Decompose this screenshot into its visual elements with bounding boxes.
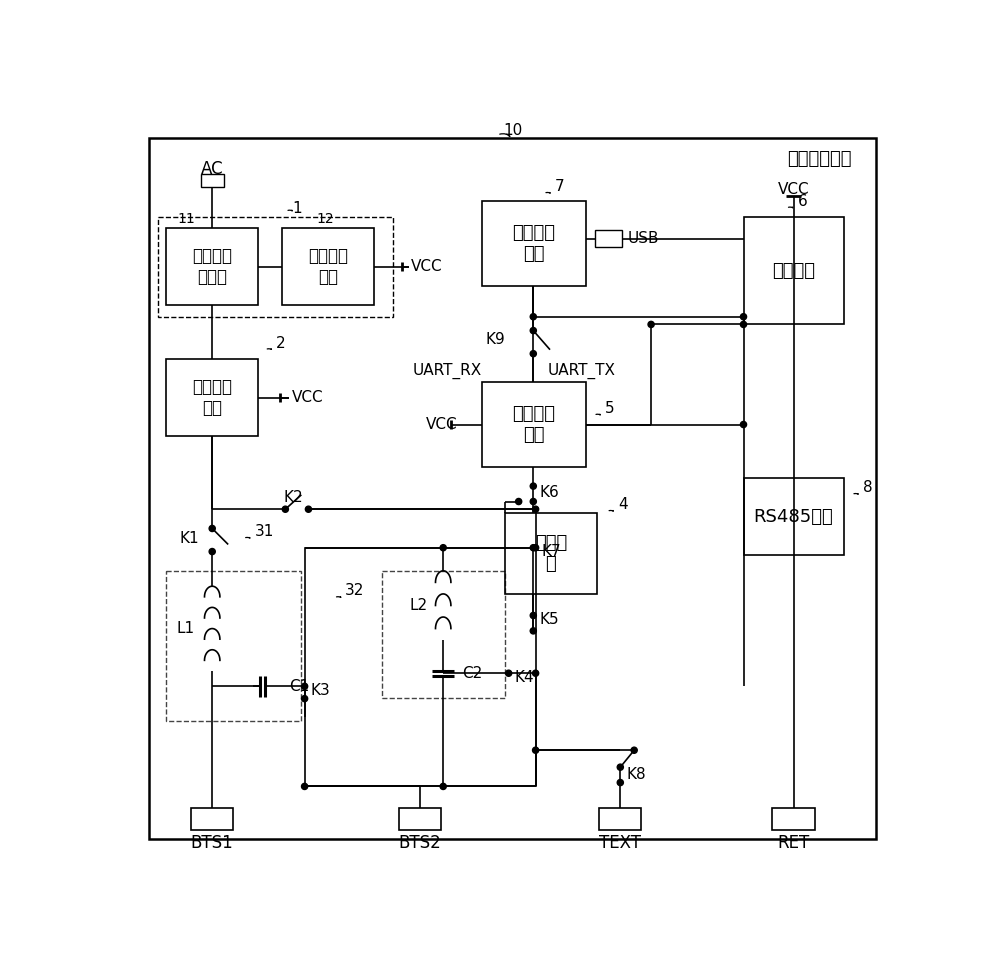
Circle shape: [530, 314, 536, 319]
Text: 控制模块: 控制模块: [772, 261, 815, 280]
Circle shape: [302, 684, 308, 689]
Text: K7: K7: [542, 544, 561, 559]
Text: RET: RET: [777, 834, 810, 853]
Circle shape: [305, 506, 312, 513]
Text: USB: USB: [628, 231, 660, 247]
Text: C1: C1: [289, 679, 309, 694]
Circle shape: [533, 747, 539, 753]
Circle shape: [740, 314, 747, 319]
Text: 10: 10: [503, 123, 522, 138]
Text: 直流转换
单元: 直流转换 单元: [308, 248, 348, 286]
Text: RS485模块: RS485模块: [754, 508, 833, 526]
Text: 32: 32: [345, 584, 364, 598]
Text: 接口转换
模块: 接口转换 模块: [512, 224, 555, 263]
Bar: [282, 228, 374, 305]
Text: L2: L2: [409, 598, 428, 613]
Bar: [505, 513, 597, 594]
Circle shape: [740, 421, 747, 427]
FancyArrowPatch shape: [500, 134, 510, 137]
Circle shape: [530, 483, 536, 489]
Bar: [166, 228, 258, 305]
Bar: [191, 808, 233, 829]
Bar: [595, 230, 622, 248]
Circle shape: [631, 747, 637, 753]
Text: 2: 2: [276, 336, 286, 351]
Circle shape: [648, 321, 654, 327]
Bar: [305, 548, 536, 787]
Text: VCC: VCC: [425, 417, 457, 432]
Text: L1: L1: [176, 621, 194, 636]
Circle shape: [302, 784, 308, 789]
Text: AC: AC: [201, 160, 224, 178]
Circle shape: [506, 670, 512, 677]
Text: VCC: VCC: [778, 183, 809, 197]
Bar: [201, 174, 224, 187]
Text: K6: K6: [539, 485, 559, 500]
Text: 6: 6: [797, 194, 807, 209]
Text: K8: K8: [626, 767, 646, 783]
Text: 7: 7: [555, 180, 564, 194]
Bar: [482, 201, 586, 285]
Bar: [772, 808, 815, 829]
Text: BTS2: BTS2: [399, 834, 441, 853]
Circle shape: [530, 327, 536, 334]
Circle shape: [302, 695, 308, 702]
Text: VCC: VCC: [411, 259, 442, 274]
Bar: [166, 359, 258, 436]
Text: BTS1: BTS1: [191, 834, 234, 853]
Text: 5: 5: [605, 401, 615, 416]
Text: 过流检测
模块: 过流检测 模块: [192, 378, 232, 417]
Bar: [166, 571, 301, 721]
Text: 衰减模
块: 衰减模 块: [535, 534, 567, 573]
Bar: [382, 571, 505, 698]
Text: 12: 12: [316, 212, 334, 226]
Circle shape: [530, 628, 536, 634]
Circle shape: [530, 545, 536, 551]
Bar: [744, 217, 844, 324]
Circle shape: [440, 784, 446, 789]
Text: 1: 1: [292, 201, 302, 217]
Circle shape: [533, 545, 539, 551]
Circle shape: [516, 498, 522, 505]
Bar: [599, 808, 641, 829]
Text: K9: K9: [486, 332, 505, 348]
Text: K5: K5: [539, 612, 559, 627]
Bar: [399, 808, 441, 829]
Bar: [482, 383, 586, 467]
Text: 11: 11: [178, 212, 195, 226]
Circle shape: [740, 321, 747, 327]
Text: 交直流转
换单元: 交直流转 换单元: [192, 248, 232, 286]
Circle shape: [617, 780, 623, 786]
Text: K3: K3: [311, 683, 331, 698]
Text: 调制解调
模块: 调制解调 模块: [512, 405, 555, 444]
Text: VCC: VCC: [292, 390, 323, 405]
Text: K2: K2: [283, 490, 303, 505]
Text: UART_TX: UART_TX: [547, 362, 615, 379]
Circle shape: [617, 764, 623, 770]
Text: 8: 8: [863, 481, 872, 495]
Circle shape: [209, 549, 215, 554]
Text: UART_RX: UART_RX: [412, 362, 482, 379]
Circle shape: [533, 506, 539, 513]
Circle shape: [530, 498, 536, 505]
Circle shape: [530, 613, 536, 619]
Bar: [158, 217, 393, 317]
Circle shape: [533, 670, 539, 677]
Bar: [744, 479, 844, 555]
Circle shape: [282, 506, 288, 513]
Text: 31: 31: [255, 524, 274, 539]
Text: 4: 4: [618, 497, 628, 513]
Text: 塔放测试电路: 塔放测试电路: [787, 150, 851, 168]
Circle shape: [530, 351, 536, 356]
Text: TEXT: TEXT: [599, 834, 641, 853]
Text: K4: K4: [515, 670, 534, 685]
Text: K1: K1: [179, 531, 199, 546]
Text: C2: C2: [462, 666, 483, 681]
Circle shape: [440, 545, 446, 551]
Circle shape: [209, 525, 215, 531]
